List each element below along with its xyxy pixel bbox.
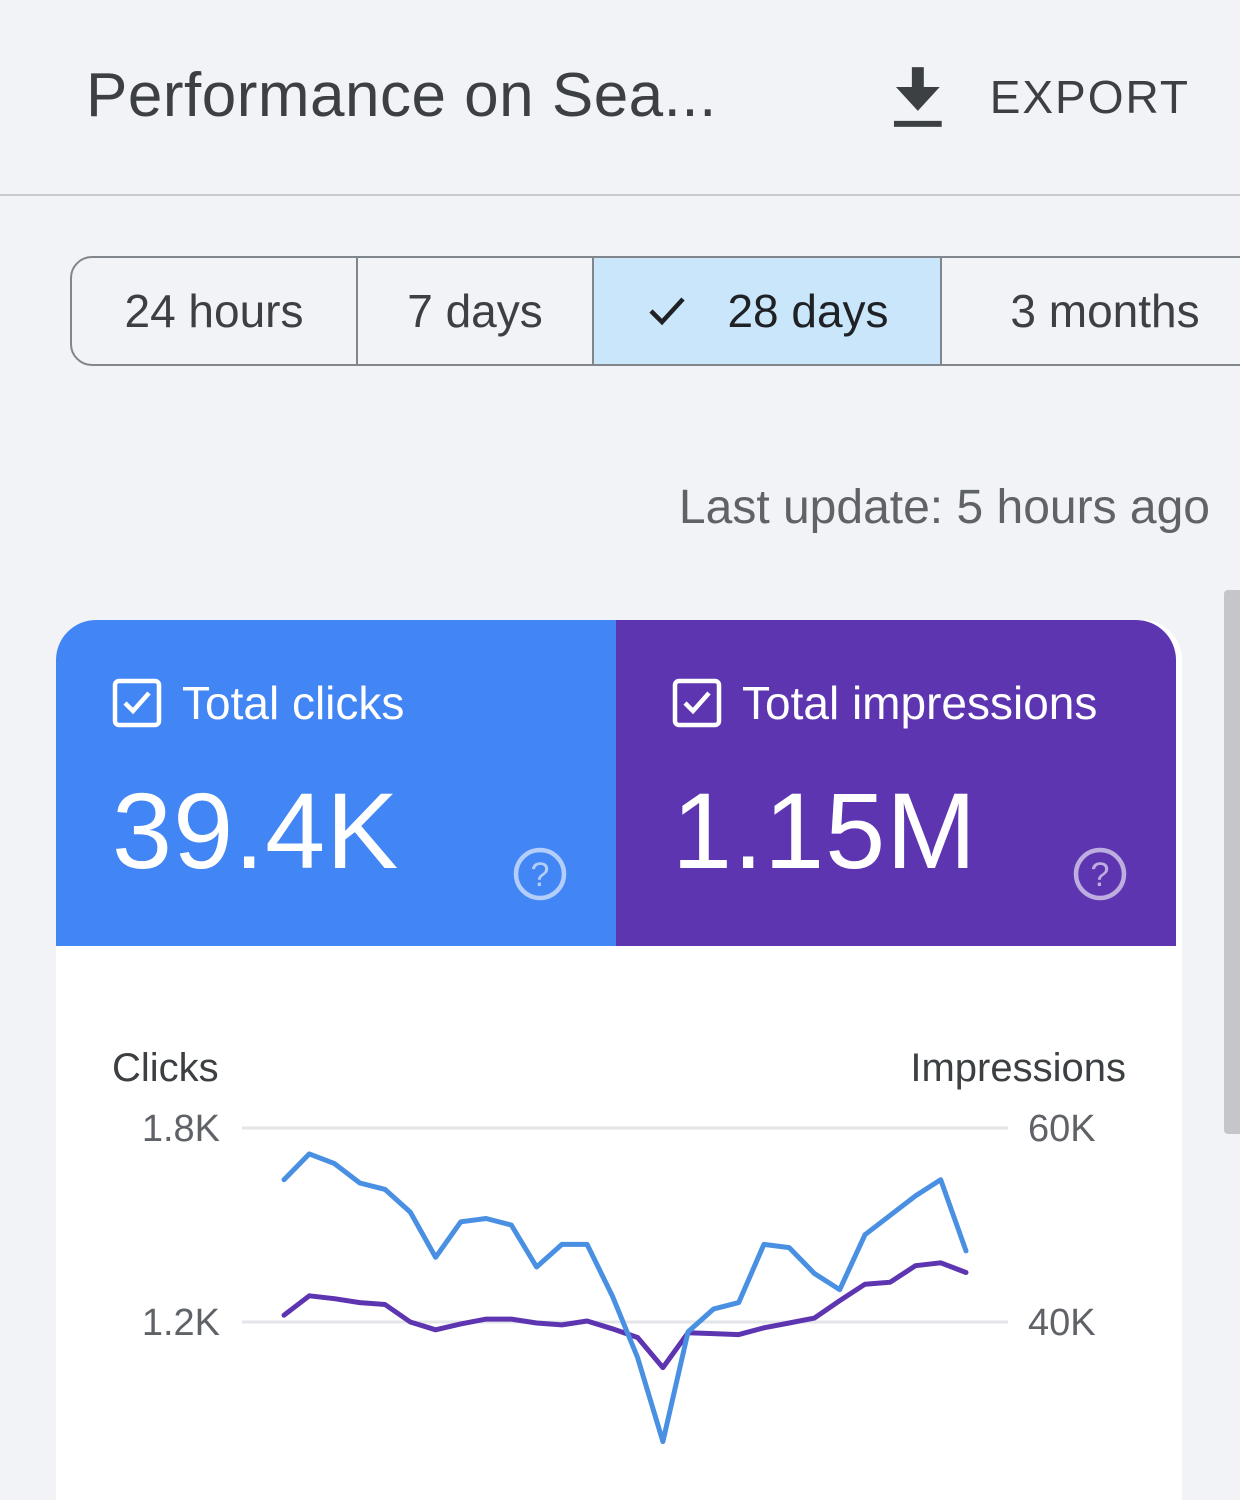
left-axis-title: Clicks: [112, 1046, 219, 1090]
total-clicks-tile[interactable]: Total clicks 39.4K ?: [56, 620, 616, 946]
help-icon[interactable]: ?: [1072, 846, 1128, 902]
left-tick-label: 1.2K: [141, 1302, 220, 1344]
total-impressions-tile[interactable]: Total impressions 1.15M ?: [616, 620, 1176, 946]
scrollbar-thumb[interactable]: [1224, 590, 1240, 1134]
export-button[interactable]: EXPORT: [890, 62, 1190, 132]
range-28-days[interactable]: 28 days: [594, 258, 942, 364]
total-impressions-value: 1.15M: [672, 770, 978, 891]
performance-line-chart[interactable]: [56, 620, 1182, 1500]
page-title: Performance on Sea...: [86, 61, 717, 130]
range-label: 7 days: [407, 285, 543, 337]
checkbox-checked-icon[interactable]: [112, 678, 162, 728]
total-impressions-label: Total impressions: [742, 677, 1098, 729]
performance-card: Total clicks 39.4K ? Total impressions 1…: [56, 620, 1182, 1500]
range-label: 24 hours: [124, 285, 304, 337]
total-clicks-value: 39.4K: [112, 770, 400, 891]
total-clicks-label: Total clicks: [182, 677, 405, 729]
range-7-days[interactable]: 7 days: [358, 258, 594, 364]
clicks-series-line: [281, 1151, 969, 1445]
total-clicks-label-row: Total clicks: [112, 676, 404, 730]
right-tick-label: 60K: [1028, 1108, 1096, 1150]
range-label: 3 months: [1010, 285, 1200, 337]
date-range-selector: 24 hours 7 days 28 days 3 months: [70, 256, 1240, 366]
svg-text:?: ?: [1091, 856, 1110, 894]
check-icon: [649, 297, 686, 326]
download-icon: [893, 67, 942, 127]
svg-text:?: ?: [531, 856, 550, 894]
right-axis-title: Impressions: [910, 1046, 1126, 1090]
right-tick-label: 40K: [1028, 1302, 1096, 1344]
left-tick-label: 1.8K: [141, 1108, 220, 1150]
export-label: EXPORT: [989, 71, 1190, 123]
help-icon[interactable]: ?: [512, 846, 568, 902]
range-3-months[interactable]: 3 months: [942, 258, 1240, 364]
impressions-series-line: [281, 1260, 969, 1371]
app-header: Performance on Sea... EXPORT: [0, 0, 1240, 196]
last-update-text: Last update: 5 hours ago: [678, 481, 1210, 534]
total-impressions-label-row: Total impressions: [672, 676, 1097, 730]
range-24-hours[interactable]: 24 hours: [72, 258, 358, 364]
range-label: 28 days: [727, 285, 889, 337]
checkbox-checked-icon[interactable]: [672, 678, 722, 728]
